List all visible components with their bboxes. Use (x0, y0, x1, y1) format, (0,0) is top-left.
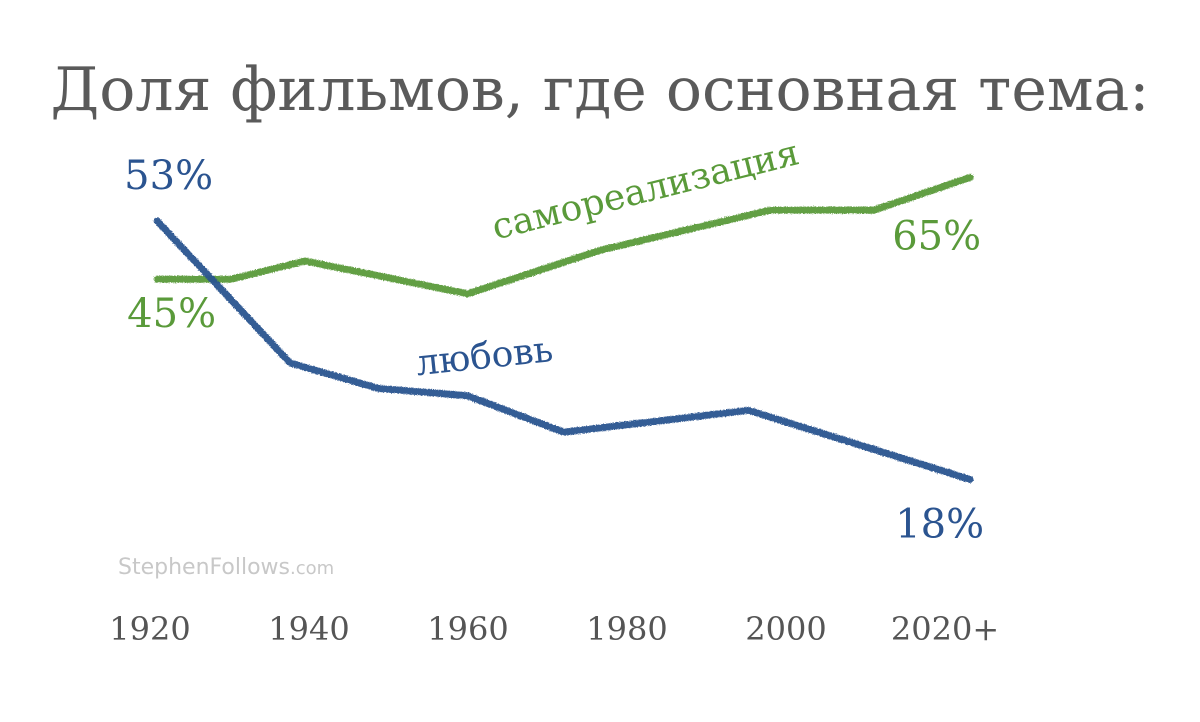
x-tick-label: 2000 (745, 610, 826, 648)
start-value-label: 45% (127, 291, 216, 337)
watermark-suffix: .com (290, 558, 334, 579)
chart-title: Доля фильмов, где основная тема: (50, 55, 1149, 125)
end-value-label: 65% (892, 213, 981, 259)
plot-area (153, 173, 974, 483)
start-value-label: 53% (124, 153, 213, 199)
watermark: StephenFollows.com (118, 555, 334, 580)
x-tick-label: 2020+ (891, 610, 999, 648)
x-tick-label: 1980 (586, 610, 667, 648)
x-tick-label: 1940 (268, 610, 349, 648)
data-labels: 45% 65% самореализация 53% 18% любовь (124, 132, 984, 547)
x-tick-label: 1960 (427, 610, 508, 648)
series-name-label: самореализация (488, 132, 804, 248)
series-2 (153, 217, 974, 483)
series-name-label: любовь (414, 329, 555, 384)
x-axis-ticks: 1920 1940 1960 1980 2000 2020+ (109, 610, 999, 648)
x-tick-label: 1920 (109, 610, 190, 648)
watermark-brand: StephenFollows (118, 555, 290, 580)
series-line (153, 173, 974, 298)
series-1 (153, 173, 974, 298)
end-value-label: 18% (895, 502, 984, 548)
